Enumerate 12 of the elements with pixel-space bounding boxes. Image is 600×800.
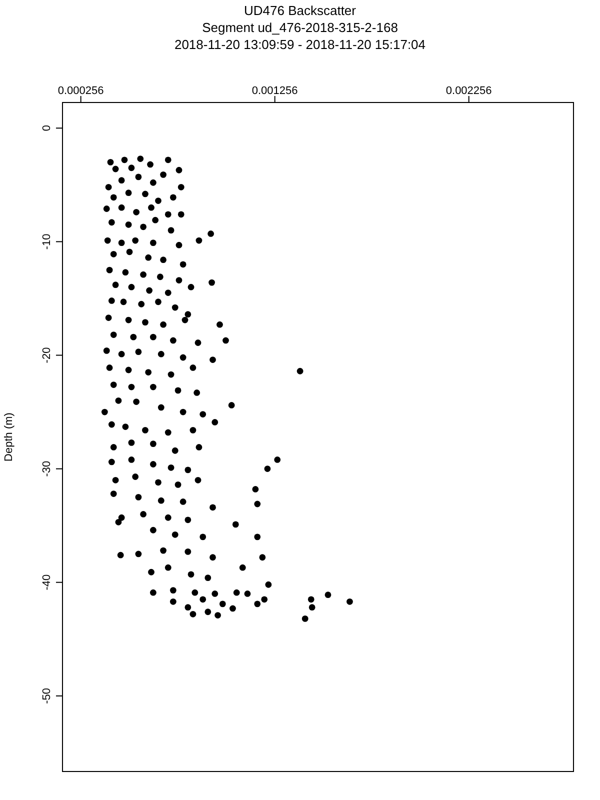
x-tick-label: 0.001256: [252, 85, 298, 97]
x-tick-label: 0.000256: [58, 85, 104, 97]
chart-title: UD476 Backscatter: [243, 2, 357, 19]
chart-subtitle: Segment ud_476-2018-315-2-168 2018-11-20 13:09:59 - 2018-11-20 15:17:04: [173, 19, 427, 53]
y-tick-label: 0: [41, 125, 53, 132]
y-tick-label: -40: [41, 574, 53, 590]
y-tick-label: -50: [41, 688, 53, 704]
y-tick-label: -30: [41, 460, 53, 477]
y-tick-label: -10: [41, 234, 53, 250]
y-axis-title: Depth (m): [2, 412, 15, 462]
y-tick-label: -20: [41, 347, 53, 364]
x-tick-label: 0.002256: [446, 85, 492, 97]
